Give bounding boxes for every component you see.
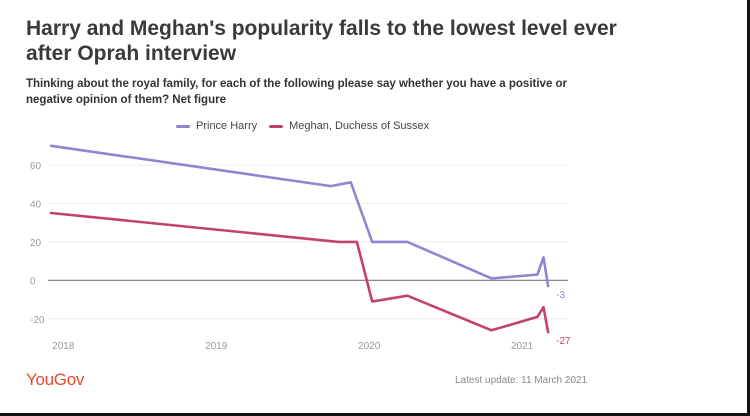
- x-tick-label: 2021: [511, 341, 534, 352]
- end-value-label-0: -3: [556, 290, 565, 301]
- x-tick-label: 2020: [358, 341, 381, 352]
- chart-title: Harry and Meghan's popularity falls to t…: [26, 17, 617, 65]
- yougov-logo: YouGov: [26, 370, 85, 389]
- legend-swatch-meghan: [269, 124, 284, 128]
- y-tick-label: 60: [30, 161, 42, 172]
- chart-legend: Prince Harry Meghan, Duchess of Sussex: [176, 120, 429, 132]
- legend-swatch-harry: [176, 124, 190, 128]
- legend-label-harry: Prince Harry: [196, 120, 258, 132]
- series-line-1: [49, 211, 550, 334]
- x-tick-label: 2019: [205, 341, 228, 352]
- y-tick-label: 40: [30, 199, 42, 210]
- end-value-label-1: -27: [556, 336, 571, 347]
- y-tick-label: 0: [30, 276, 36, 287]
- legend-item-harry: Prince Harry: [176, 120, 257, 132]
- legend-label-meghan: Meghan, Duchess of Sussex: [289, 120, 430, 132]
- y-tick-label: 20: [30, 238, 42, 249]
- y-tick-label: -20: [30, 315, 45, 326]
- last-update-text: Latest update: 11 March 2021: [455, 375, 588, 386]
- legend-item-meghan: Meghan, Duchess of Sussex: [269, 120, 429, 132]
- series-line-0: [49, 144, 550, 288]
- chart-subtitle: Thinking about the royal family, for eac…: [26, 78, 568, 106]
- x-tick-label: 2018: [52, 341, 75, 352]
